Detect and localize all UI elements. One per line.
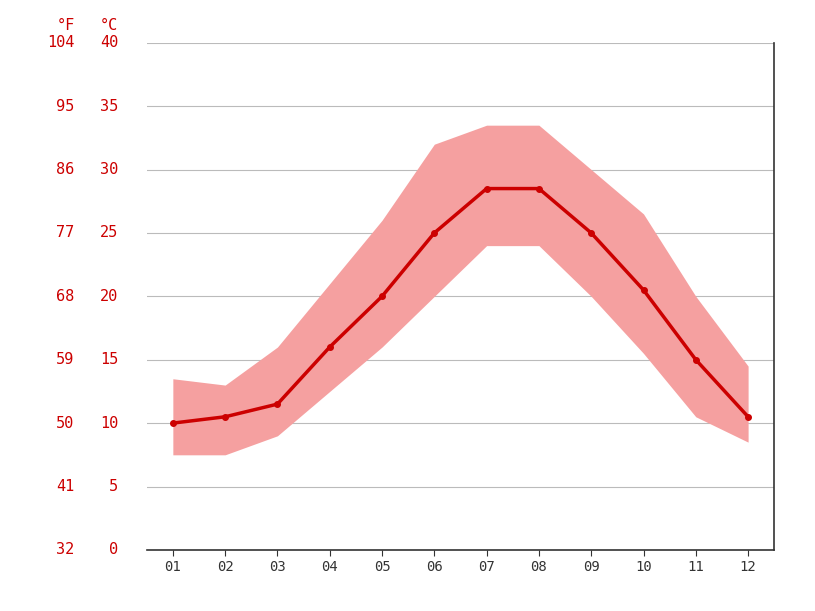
Text: 10: 10 — [100, 415, 118, 431]
Text: 5: 5 — [109, 479, 118, 494]
Text: °F: °F — [56, 18, 74, 32]
Text: 68: 68 — [56, 289, 74, 304]
Text: 25: 25 — [100, 225, 118, 241]
Text: 0: 0 — [109, 543, 118, 557]
Text: 35: 35 — [100, 98, 118, 114]
Text: 59: 59 — [56, 352, 74, 367]
Text: 20: 20 — [100, 289, 118, 304]
Text: 15: 15 — [100, 352, 118, 367]
Text: 77: 77 — [56, 225, 74, 241]
Text: 86: 86 — [56, 162, 74, 177]
Text: 95: 95 — [56, 98, 74, 114]
Text: 41: 41 — [56, 479, 74, 494]
Text: 50: 50 — [56, 415, 74, 431]
Text: °C: °C — [100, 18, 118, 32]
Text: 40: 40 — [100, 35, 118, 50]
Text: 32: 32 — [56, 543, 74, 557]
Text: 104: 104 — [47, 35, 74, 50]
Text: 30: 30 — [100, 162, 118, 177]
